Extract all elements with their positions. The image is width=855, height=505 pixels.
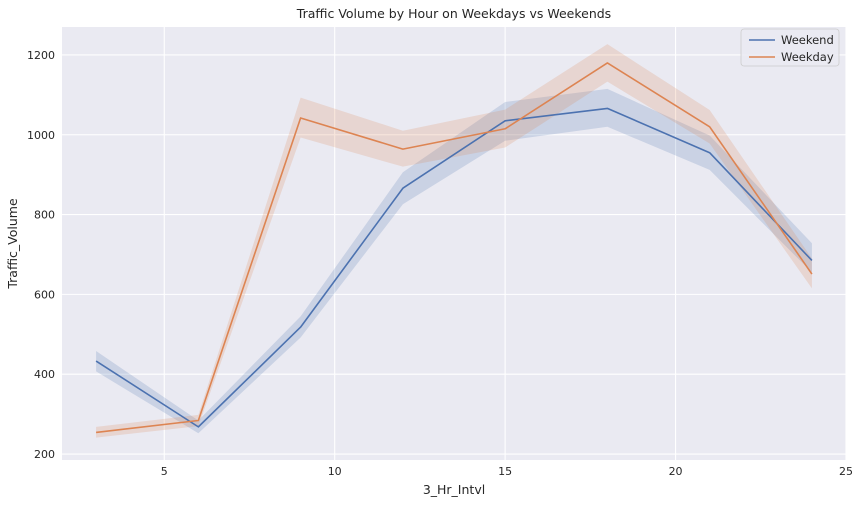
x-axis-label: 3_Hr_Intvl <box>423 482 485 497</box>
y-tick-label: 1000 <box>27 129 55 142</box>
y-tick-label: 200 <box>34 448 55 461</box>
y-tick-label: 600 <box>34 288 55 301</box>
plot-area <box>62 27 846 460</box>
x-tick-label: 5 <box>161 465 168 478</box>
y-axis-label: Traffic_Volume <box>5 198 20 290</box>
y-tick-label: 800 <box>34 209 55 222</box>
legend-label: Weekday <box>781 50 834 64</box>
x-tick-label: 20 <box>669 465 683 478</box>
legend: Weekend Weekday <box>741 29 839 66</box>
y-axis-ticks: 200 400 600 800 1000 1200 <box>27 49 55 461</box>
y-tick-label: 400 <box>34 368 55 381</box>
chart-title: Traffic Volume by Hour on Weekdays vs We… <box>296 6 611 21</box>
x-tick-label: 15 <box>498 465 512 478</box>
x-axis-ticks: 5 10 15 20 25 <box>161 465 853 478</box>
y-tick-label: 1200 <box>27 49 55 62</box>
legend-label: Weekend <box>781 33 834 47</box>
x-tick-label: 25 <box>839 465 853 478</box>
x-tick-label: 10 <box>328 465 342 478</box>
